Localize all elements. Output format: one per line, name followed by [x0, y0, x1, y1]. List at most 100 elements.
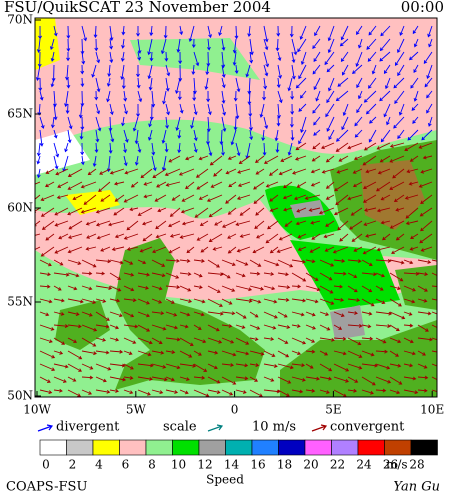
wind-arrow — [179, 337, 194, 346]
wind-arrow — [297, 246, 307, 251]
wind-arrow — [123, 389, 134, 395]
wind-arrow — [81, 259, 97, 268]
wind-arrow — [389, 181, 405, 190]
wind-arrow — [86, 233, 97, 239]
wind-arrow — [221, 298, 233, 305]
wind-arrow — [81, 375, 94, 380]
wind-arrow — [148, 116, 153, 128]
wind-arrow — [249, 311, 259, 318]
wind-arrow — [419, 233, 433, 244]
wind-arrow — [276, 246, 293, 254]
wind-arrow — [157, 207, 167, 213]
wind-arrow — [44, 181, 55, 188]
wind-arrow — [280, 155, 293, 162]
wind-arrow — [235, 324, 246, 329]
wind-arrow — [393, 194, 405, 203]
wind-arrow — [295, 142, 307, 151]
wind-arrow — [193, 375, 206, 380]
wind-arrow — [310, 168, 321, 174]
wind-arrow — [236, 194, 251, 200]
wind-arrow — [137, 38, 142, 54]
wind-arrow — [403, 337, 414, 344]
wind-arrow — [121, 38, 125, 49]
speed-zone — [290, 200, 325, 218]
wind-arrow — [341, 116, 349, 131]
wind-arrow — [375, 272, 385, 278]
wind-arrow — [337, 77, 349, 87]
wind-arrow — [151, 259, 166, 267]
wind-arrow — [380, 25, 391, 37]
wind-arrow — [379, 90, 391, 102]
wind-arrow — [319, 376, 333, 381]
wind-arrow — [67, 207, 83, 216]
wind-arrow — [349, 220, 363, 230]
wind-arrow — [65, 64, 69, 81]
wind-arrow — [426, 64, 433, 79]
wind-arrow — [361, 272, 377, 277]
wind-arrow — [120, 51, 125, 62]
wind-arrow — [225, 194, 237, 204]
wind-arrow — [165, 285, 181, 289]
wind-arrow — [95, 51, 101, 64]
wind-arrow — [237, 168, 251, 174]
wind-arrow — [67, 272, 80, 278]
colorbar-cell — [198, 439, 226, 456]
wind-arrow — [283, 181, 293, 189]
wind-arrow — [263, 389, 281, 394]
wind-arrow — [95, 285, 113, 290]
wind-arrow — [249, 363, 260, 367]
wind-arrow — [361, 298, 375, 307]
wind-arrow — [179, 389, 189, 395]
wind-arrow — [165, 311, 178, 317]
wind-arrow — [193, 285, 203, 290]
wind-arrow — [291, 350, 302, 356]
wind-arrow — [300, 116, 307, 133]
wind-arrow — [190, 116, 195, 129]
wind-arrow — [287, 77, 293, 92]
wind-arrow — [297, 38, 307, 53]
wind-arrow — [341, 64, 349, 76]
wind-arrow — [248, 103, 253, 118]
wind-arrow — [305, 363, 314, 369]
wind-arrow — [130, 181, 139, 188]
wind-arrow — [362, 155, 377, 166]
wind-arrow — [363, 142, 377, 151]
wind-arrow — [327, 25, 335, 42]
wind-arrow — [95, 103, 101, 115]
wind-arrow — [298, 103, 307, 112]
wind-arrow — [35, 220, 41, 227]
wind-arrow — [179, 350, 193, 358]
wind-arrow — [221, 38, 226, 51]
speed-zone — [130, 38, 260, 80]
wind-arrow — [57, 181, 69, 188]
wind-arrow — [206, 194, 223, 202]
colorbar-cell — [251, 439, 279, 456]
wind-arrow — [310, 220, 321, 225]
wind-arrow — [163, 25, 168, 39]
lat-label: 55N — [7, 295, 33, 309]
wind-arrow — [67, 129, 72, 144]
wind-arrow — [422, 155, 433, 160]
wind-arrow — [207, 311, 224, 316]
wind-arrow — [376, 142, 391, 150]
wind-arrow — [347, 285, 358, 293]
wind-arrow — [375, 337, 387, 344]
wind-arrow — [245, 64, 251, 78]
wind-arrow — [137, 259, 147, 265]
wind-arrow — [200, 246, 209, 253]
wind-arrow — [361, 336, 374, 341]
wind-arrow — [239, 207, 251, 216]
wind-arrow — [179, 233, 195, 239]
wind-arrow — [263, 77, 268, 90]
wind-arrow — [352, 168, 363, 174]
wind-arrow — [53, 337, 66, 345]
wind-arrow — [389, 324, 400, 332]
wind-arrow — [95, 324, 110, 329]
wind-arrow — [221, 285, 236, 292]
wind-arrow — [398, 103, 405, 116]
wind-arrow — [66, 38, 71, 52]
wind-arrow — [262, 142, 267, 156]
wind-arrow — [235, 376, 249, 381]
wind-arrow — [137, 298, 150, 305]
wind-arrow — [363, 220, 377, 226]
